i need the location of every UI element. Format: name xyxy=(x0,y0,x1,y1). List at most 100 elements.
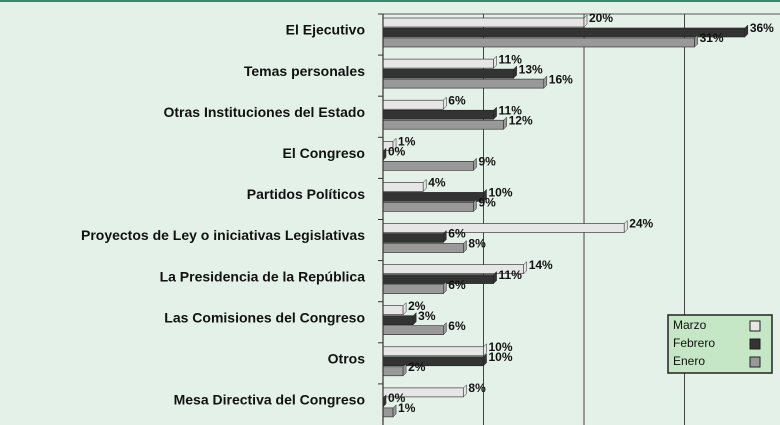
category-label: El Congreso xyxy=(283,145,365,161)
bar xyxy=(382,119,504,130)
value-label: 8% xyxy=(468,237,486,251)
value-label: 10% xyxy=(489,340,513,354)
bar xyxy=(382,407,394,418)
bar xyxy=(382,109,494,120)
bar xyxy=(382,27,746,38)
bar-end xyxy=(473,157,477,171)
value-label: 6% xyxy=(448,278,466,292)
bar-end xyxy=(463,239,467,254)
legend-label: Febrero xyxy=(673,336,715,350)
value-label: 10% xyxy=(489,186,513,200)
category-label: Partidos Políticos xyxy=(247,186,365,202)
legend-label: Enero xyxy=(673,354,705,368)
bar xyxy=(382,315,414,326)
bar-end xyxy=(412,312,417,326)
bar xyxy=(382,356,484,367)
value-label: 11% xyxy=(499,52,523,66)
bar xyxy=(382,223,625,233)
category-label: Otras Instituciones del Estado xyxy=(164,104,366,120)
legend-label: Marzo xyxy=(673,318,707,332)
bar xyxy=(382,202,474,212)
value-label: 20% xyxy=(589,11,613,25)
bar-end xyxy=(443,96,447,110)
value-label: 3% xyxy=(418,309,436,323)
value-label: 6% xyxy=(448,227,466,241)
bar xyxy=(382,192,484,202)
value-label: 1% xyxy=(398,134,416,148)
legend: Marzo Febrero Enero xyxy=(667,314,773,374)
category-label: Las Comisiones del Congreso xyxy=(164,309,365,325)
bar xyxy=(382,99,444,110)
category-label: El Ejecutivo xyxy=(286,22,365,38)
bar xyxy=(382,274,494,284)
bar xyxy=(382,243,464,253)
value-label: 0% xyxy=(388,144,406,158)
value-label: 2% xyxy=(408,360,426,374)
category-label: Otros xyxy=(328,351,366,367)
bar xyxy=(382,284,444,294)
bar-end xyxy=(493,106,497,120)
bar-end xyxy=(493,55,497,69)
bar-end xyxy=(443,322,447,336)
bar xyxy=(382,233,444,243)
bar-end xyxy=(583,14,588,28)
value-label: 8% xyxy=(468,381,486,395)
bar-end xyxy=(694,34,698,48)
bar-end xyxy=(402,302,407,316)
bar xyxy=(382,78,545,89)
value-label: 36% xyxy=(750,21,774,35)
value-label: 16% xyxy=(549,72,573,86)
value-label: 9% xyxy=(478,196,496,210)
bar-end xyxy=(402,363,407,377)
bar-end xyxy=(422,178,427,193)
bar xyxy=(382,305,404,316)
legend-swatch xyxy=(749,320,761,332)
bar-end xyxy=(483,353,487,367)
bar-end xyxy=(483,188,487,203)
value-label: 6% xyxy=(448,93,466,107)
bar xyxy=(382,325,444,336)
bar-end xyxy=(493,270,497,285)
bar-end xyxy=(623,219,628,234)
bar-end xyxy=(392,404,397,418)
bar-end xyxy=(513,65,517,79)
legend-swatch xyxy=(749,356,761,368)
category-label: Temas personales xyxy=(244,63,365,79)
bar-end xyxy=(463,384,467,398)
bar-end xyxy=(483,343,487,357)
value-label: 2% xyxy=(408,299,426,313)
value-label: 13% xyxy=(519,62,543,76)
category-label: La Presidencia de la República xyxy=(160,268,366,284)
value-label: 1% xyxy=(398,401,416,415)
value-label: 14% xyxy=(529,258,553,272)
bar xyxy=(382,161,474,171)
bar-end xyxy=(473,198,477,213)
bar-end xyxy=(503,116,507,130)
bar-end xyxy=(392,137,397,151)
category-label: Mesa Directiva del Congreso xyxy=(174,392,365,408)
bar xyxy=(382,346,484,357)
value-label: 4% xyxy=(428,176,446,190)
legend-swatch xyxy=(749,338,761,350)
value-label: 31% xyxy=(700,31,724,45)
value-label: 9% xyxy=(478,154,496,168)
bar-end xyxy=(523,260,527,275)
value-label: 10% xyxy=(489,350,513,364)
value-label: 6% xyxy=(448,319,466,333)
bar xyxy=(382,58,494,69)
value-label: 11% xyxy=(499,268,523,282)
bar-end xyxy=(744,24,749,38)
bar xyxy=(382,17,585,28)
bar xyxy=(382,68,514,79)
value-label: 0% xyxy=(388,391,406,405)
bar-end xyxy=(443,229,447,244)
bar xyxy=(382,182,424,192)
bar xyxy=(382,366,404,377)
bar xyxy=(382,37,695,48)
value-label: 24% xyxy=(629,217,653,231)
category-label: Proyectos de Ley o iniciativas Legislati… xyxy=(81,227,365,243)
value-label: 12% xyxy=(509,113,533,127)
value-label: 11% xyxy=(499,103,523,117)
